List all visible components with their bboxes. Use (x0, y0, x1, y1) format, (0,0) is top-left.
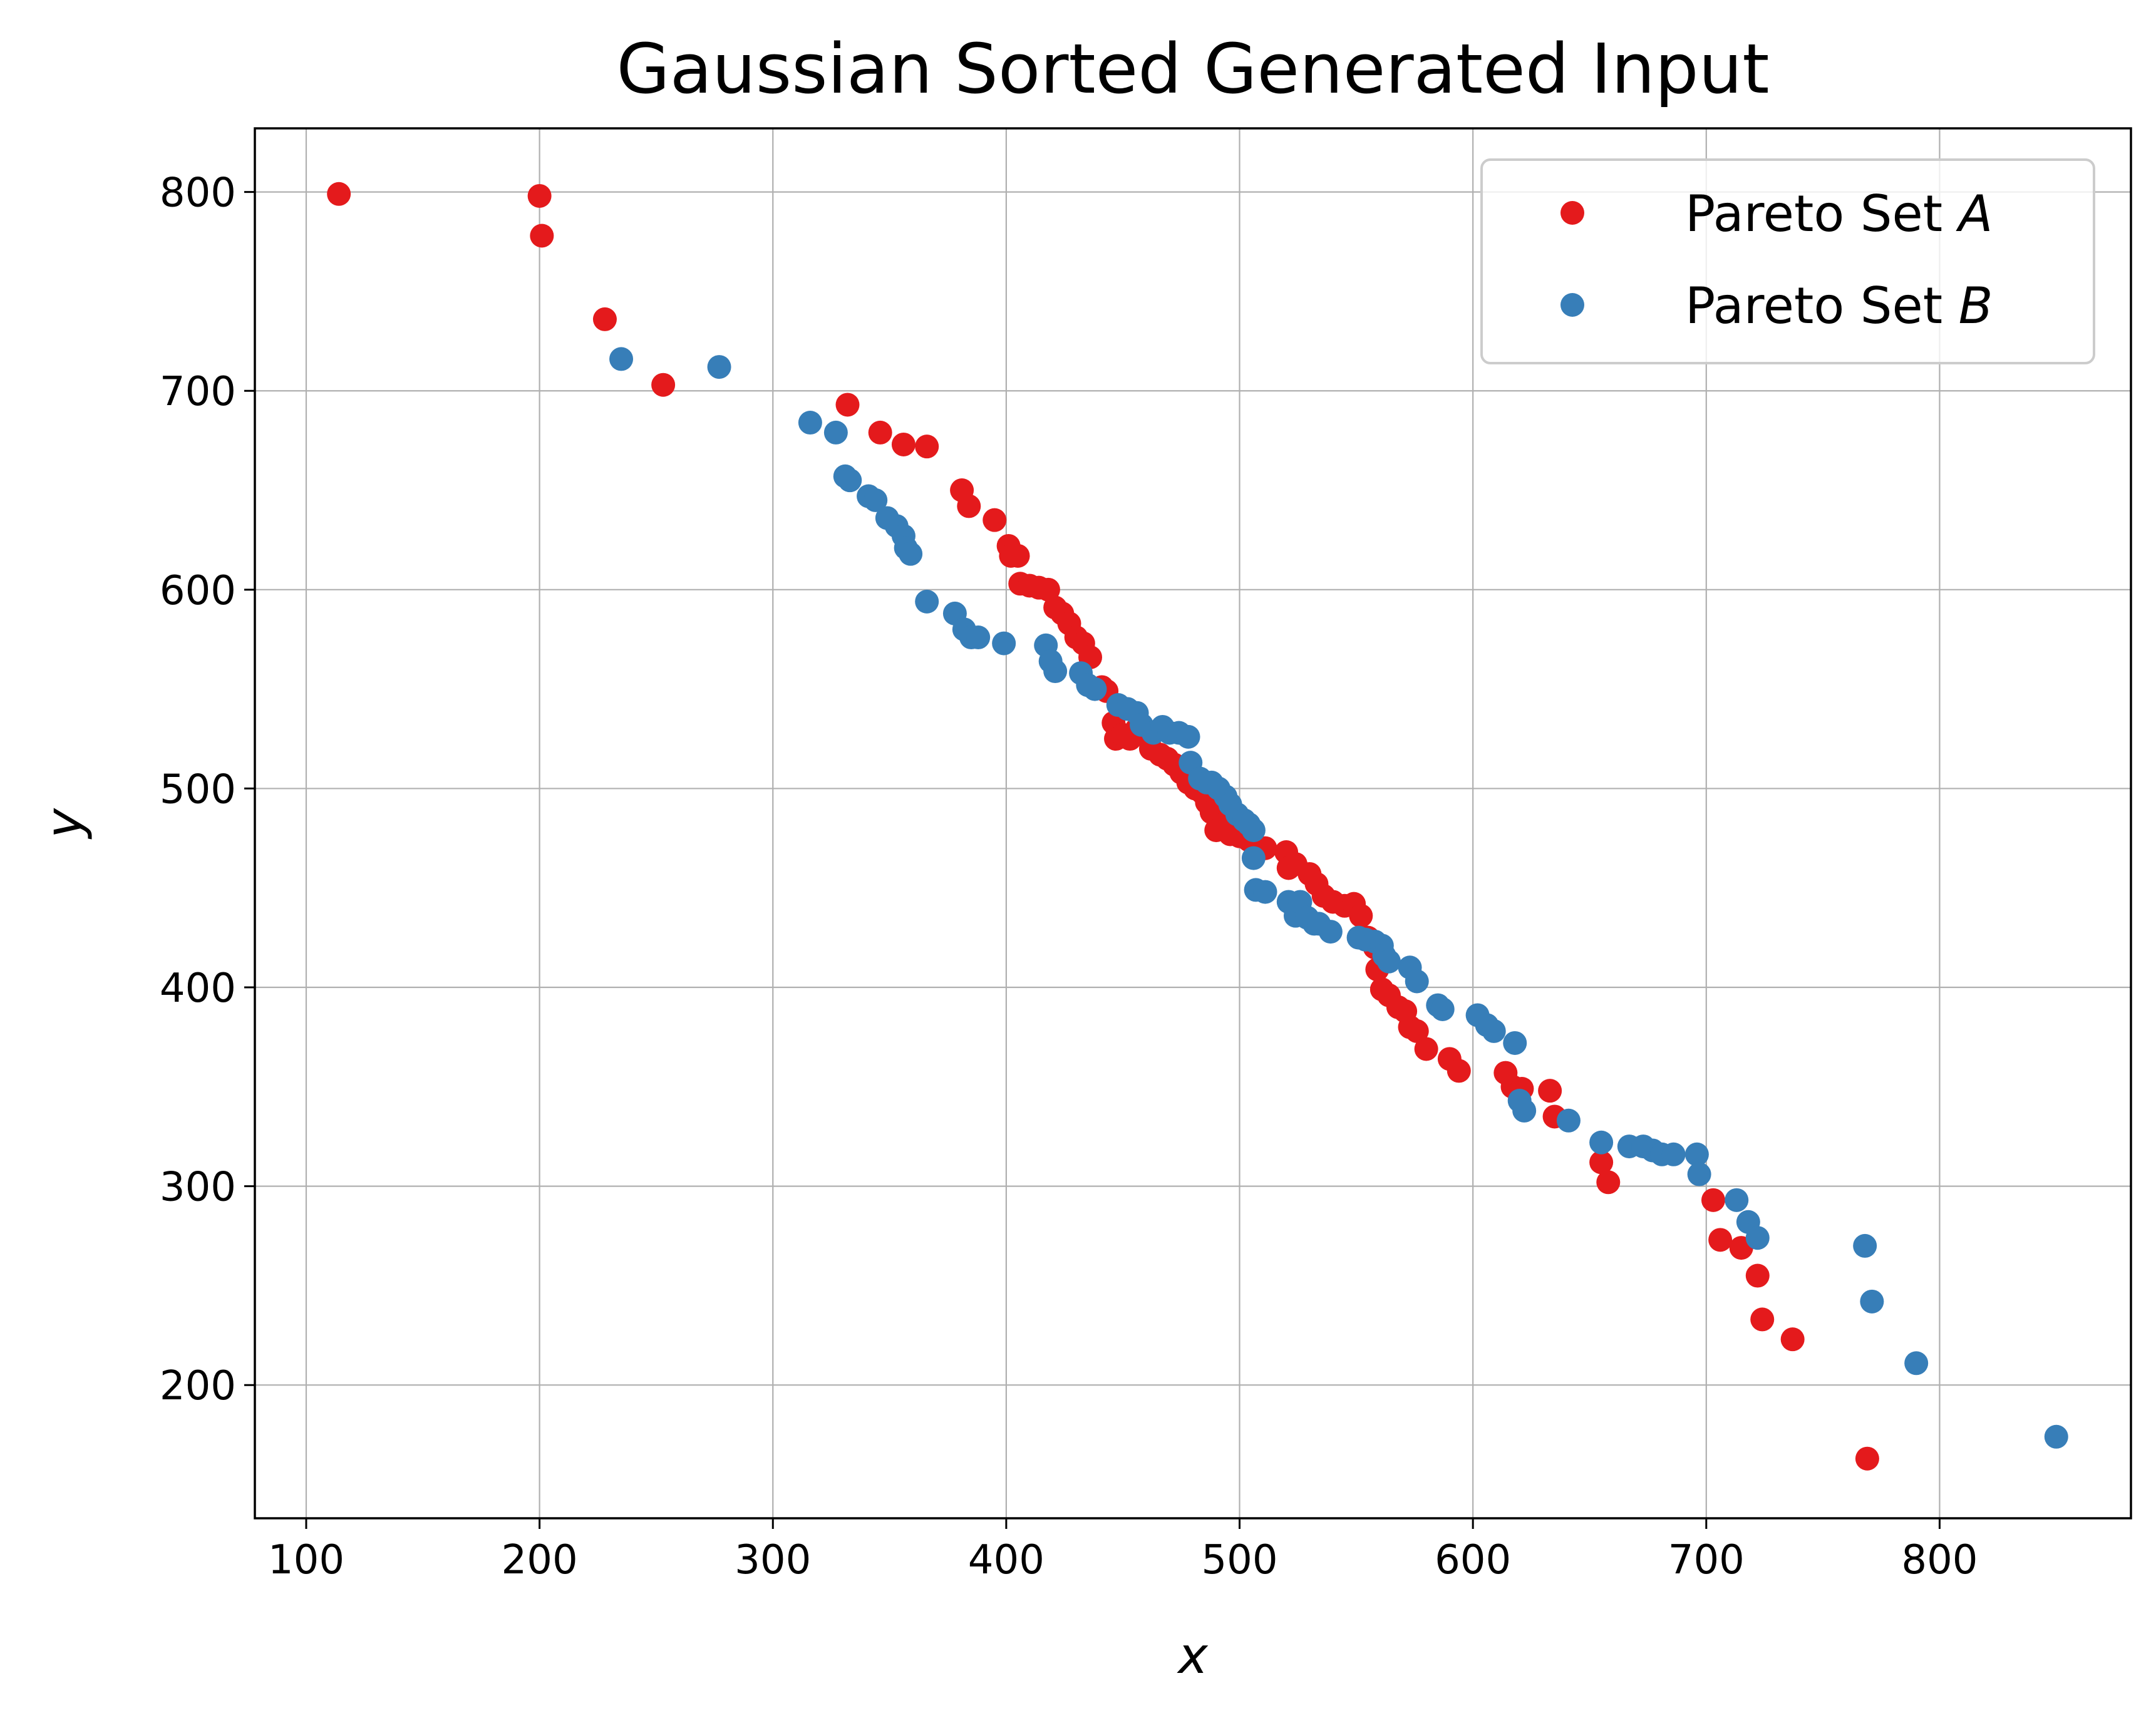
y-tick-label: 400 (160, 965, 236, 1012)
chart-title: Gaussian Sorted Generated Input (617, 29, 1770, 109)
data-point (798, 411, 822, 435)
x-tick-label: 600 (1435, 1537, 1511, 1583)
data-point (1241, 846, 1266, 870)
x-tick-label: 800 (1901, 1537, 1978, 1583)
data-point (1036, 577, 1060, 602)
y-tick-label: 200 (160, 1363, 236, 1409)
data-point (1750, 1307, 1775, 1332)
data-point (1745, 1226, 1770, 1250)
data-point (1661, 1142, 1686, 1166)
x-tick-label: 500 (1201, 1537, 1277, 1583)
legend-box (1480, 158, 2095, 364)
x-tick-label: 400 (968, 1537, 1044, 1583)
data-point (1589, 1150, 1614, 1175)
data-point (992, 631, 1016, 656)
data-point (1349, 903, 1373, 928)
data-point (1701, 1188, 1725, 1212)
data-point (868, 420, 892, 445)
data-point (915, 589, 939, 614)
data-point (1860, 1289, 1884, 1314)
legend-label-a: Pareto Set A (1685, 185, 1993, 243)
y-tick-label: 300 (160, 1165, 236, 1211)
x-tick-label: 100 (268, 1537, 344, 1583)
legend: Pareto Set A Pareto Set B (1480, 158, 2095, 364)
data-point (1405, 1019, 1429, 1043)
legend-marker-b (1560, 293, 1584, 317)
data-point (838, 468, 862, 493)
data-point (1377, 949, 1401, 974)
data-point (1708, 1228, 1733, 1252)
data-point (1405, 969, 1429, 994)
data-point (1538, 1079, 1562, 1103)
data-point (983, 508, 1007, 532)
data-point (1556, 1108, 1581, 1133)
data-point (1684, 1142, 1709, 1166)
data-point (1725, 1188, 1749, 1212)
data-point (1512, 1098, 1537, 1123)
series-b-points (609, 347, 2068, 1449)
x-tick-label: 700 (1668, 1537, 1745, 1583)
data-point (1043, 659, 1068, 684)
data-point (1006, 543, 1030, 568)
y-tick-label: 600 (160, 568, 236, 614)
axis-ticks: 100 200 300 400 500 600 700 800 200 300 400 500 600 7… (160, 170, 1978, 1583)
data-point (1414, 1037, 1438, 1061)
data-point (327, 182, 351, 206)
x-tick-label: 200 (502, 1537, 578, 1583)
data-point (1083, 677, 1107, 701)
x-axis-label: x (1176, 1627, 1209, 1685)
y-tick-label: 800 (160, 170, 236, 217)
y-tick-label: 700 (160, 369, 236, 415)
data-point (1855, 1446, 1879, 1471)
data-point (1904, 1351, 1929, 1376)
data-point (2044, 1424, 2068, 1449)
data-point (1241, 818, 1266, 843)
data-point (1318, 920, 1343, 944)
data-point (1745, 1263, 1770, 1288)
data-point (823, 420, 848, 445)
y-axis-label: y (35, 808, 93, 840)
data-point (1589, 1130, 1614, 1155)
x-tick-label: 300 (735, 1537, 811, 1583)
data-point (1780, 1327, 1805, 1352)
data-point (651, 373, 676, 397)
data-point (1596, 1170, 1621, 1195)
data-point (1253, 880, 1277, 904)
legend-marker-a (1560, 201, 1584, 225)
data-point (1853, 1233, 1877, 1258)
data-point (1430, 997, 1455, 1021)
data-point (1447, 1059, 1471, 1083)
data-point (527, 183, 552, 208)
data-point (899, 542, 923, 566)
data-points (327, 182, 2068, 1471)
data-point (530, 224, 554, 248)
data-point (957, 494, 981, 518)
data-point (1503, 1031, 1527, 1055)
data-point (966, 625, 991, 650)
y-tick-label: 500 (160, 766, 236, 813)
data-point (609, 347, 634, 371)
data-point (864, 488, 888, 512)
data-point (891, 432, 916, 456)
data-point (835, 393, 860, 417)
data-point (592, 307, 617, 331)
data-point (1687, 1162, 1711, 1186)
data-point (1482, 1019, 1506, 1043)
data-point (1176, 724, 1200, 749)
legend-label-b: Pareto Set B (1685, 277, 1993, 335)
data-point (707, 355, 731, 379)
plot-frame (254, 127, 2132, 1520)
data-point (915, 435, 939, 459)
